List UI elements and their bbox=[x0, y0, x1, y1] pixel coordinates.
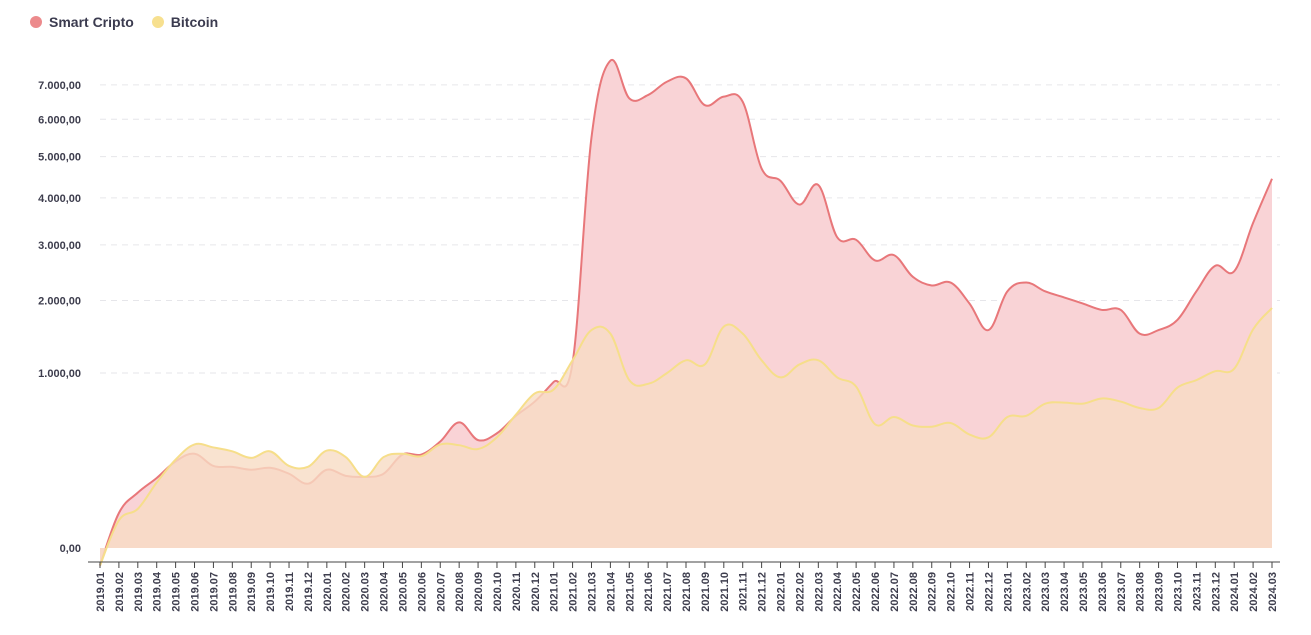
x-tick-label: 2022.03 bbox=[813, 572, 825, 612]
x-tick-label: 2024.02 bbox=[1248, 572, 1260, 612]
x-tick-label: 2021.05 bbox=[624, 572, 636, 612]
x-tick-label: 2022.10 bbox=[946, 572, 958, 612]
x-tick-label: 2023.10 bbox=[1172, 572, 1184, 612]
x-tick-label: 2023.09 bbox=[1154, 572, 1166, 612]
x-tick-label: 2020.05 bbox=[397, 572, 409, 612]
x-tick-label: 2021.11 bbox=[738, 572, 750, 611]
x-tick-label: 2021.08 bbox=[681, 572, 693, 612]
y-tick-label: 4.000,00 bbox=[38, 193, 81, 205]
x-tick-label: 2020.02 bbox=[341, 572, 353, 612]
x-tick-label: 2022.04 bbox=[832, 571, 844, 612]
y-axis-ticks: 0,00 1.000,00 2.000,00 3.000,00 4.000,00 5.00… bbox=[38, 80, 81, 555]
x-tick-label: 2020.11 bbox=[511, 572, 523, 611]
series-area-bitcoin bbox=[100, 308, 1272, 566]
x-tick-label: 2023.12 bbox=[1210, 572, 1222, 612]
x-tick-label: 2020.04 bbox=[379, 571, 391, 612]
legend-label-smart-cripto: Smart Cripto bbox=[49, 14, 134, 30]
y-tick-label: 0,00 bbox=[60, 543, 81, 555]
x-tick-label: 2021.04 bbox=[605, 571, 617, 612]
x-tick-label: 2023.01 bbox=[1002, 572, 1014, 612]
x-tick-label: 2019.06 bbox=[190, 572, 202, 612]
x-tick-label: 2022.08 bbox=[908, 572, 920, 612]
x-tick-label: 2020.12 bbox=[530, 572, 542, 612]
x-tick-label: 2023.11 bbox=[1191, 572, 1203, 611]
series-line-bitcoin bbox=[99, 307, 1273, 566]
x-tick-label: 2019.04 bbox=[152, 571, 164, 612]
y-tick-label: 2.000,00 bbox=[38, 295, 81, 307]
x-tick-label: 2020.07 bbox=[435, 572, 447, 612]
legend-dot-smart-cripto bbox=[30, 16, 42, 28]
x-tick-label: 2022.09 bbox=[927, 572, 939, 612]
x-tick-label: 2020.09 bbox=[473, 572, 485, 612]
x-tick-label: 2021.06 bbox=[643, 572, 655, 612]
x-tick-label: 2019.09 bbox=[246, 572, 258, 612]
legend-item-bitcoin[interactable]: Bitcoin bbox=[151, 14, 219, 30]
x-tick-label: 2019.12 bbox=[303, 572, 315, 612]
legend-dot-bitcoin bbox=[151, 16, 164, 28]
x-tick-label: 2021.10 bbox=[719, 572, 731, 612]
x-tick-label: 2020.01 bbox=[322, 572, 334, 612]
y-tick-label: 7.000,00 bbox=[38, 80, 81, 92]
x-tick-label: 2024.01 bbox=[1229, 572, 1241, 612]
x-tick-label: 2022.02 bbox=[794, 572, 806, 612]
x-tick-label: 2021.09 bbox=[700, 572, 712, 612]
y-tick-label: 3.000,00 bbox=[38, 240, 81, 252]
legend-item-smart-cripto[interactable]: Smart Cripto bbox=[30, 14, 134, 30]
x-tick-label: 2022.06 bbox=[870, 572, 882, 612]
x-tick-label: 2024.03 bbox=[1267, 572, 1279, 612]
x-tick-label: 2019.08 bbox=[227, 572, 239, 612]
x-tick-label: 2020.03 bbox=[360, 572, 372, 612]
x-tick-label: 2020.06 bbox=[416, 572, 428, 612]
x-tick-label: 2019.02 bbox=[114, 572, 126, 612]
x-tick-label: 2019.05 bbox=[171, 572, 183, 612]
x-tick-label: 2019.03 bbox=[133, 572, 145, 612]
x-tick-label: 2021.01 bbox=[549, 572, 561, 612]
y-tick-label: 5.000,00 bbox=[38, 152, 81, 164]
x-tick-label: 2022.07 bbox=[889, 572, 901, 612]
x-axis-ticks: 2019.01 2019.02 2019.03 2019.04 2019.05 2019.… bbox=[95, 562, 1279, 612]
x-tick-label: 2022.01 bbox=[776, 572, 788, 612]
x-tick-label: 2023.06 bbox=[1097, 572, 1109, 612]
y-tick-label: 6.000,00 bbox=[38, 114, 81, 126]
x-tick-label: 2023.05 bbox=[1078, 572, 1090, 612]
x-tick-label: 2019.11 bbox=[284, 572, 296, 611]
x-tick-label: 2023.07 bbox=[1116, 572, 1128, 612]
x-tick-label: 2021.03 bbox=[586, 572, 598, 612]
x-tick-label: 2022.12 bbox=[983, 572, 995, 612]
x-tick-label: 2023.08 bbox=[1135, 572, 1147, 612]
x-tick-label: 2022.05 bbox=[851, 572, 863, 612]
x-tick-label: 2023.04 bbox=[1059, 571, 1071, 612]
y-tick-label: 1.000,00 bbox=[38, 368, 81, 380]
x-tick-label: 2021.12 bbox=[757, 572, 769, 612]
x-tick-label: 2021.02 bbox=[568, 572, 580, 612]
legend: Smart Cripto Bitcoin bbox=[30, 14, 218, 30]
x-tick-label: 2022.11 bbox=[965, 572, 977, 611]
x-tick-label: 2023.03 bbox=[1040, 572, 1052, 612]
x-tick-label: 2020.08 bbox=[454, 572, 466, 612]
x-tick-label: 2019.07 bbox=[208, 572, 220, 612]
x-tick-label: 2023.02 bbox=[1021, 572, 1033, 612]
x-tick-label: 2021.07 bbox=[662, 572, 674, 612]
series-areas bbox=[99, 59, 1273, 566]
legend-label-bitcoin: Bitcoin bbox=[170, 14, 219, 30]
x-tick-label: 2020.10 bbox=[492, 572, 504, 612]
x-tick-label: 2019.10 bbox=[265, 572, 277, 612]
x-tick-label: 2019.01 bbox=[95, 572, 107, 612]
